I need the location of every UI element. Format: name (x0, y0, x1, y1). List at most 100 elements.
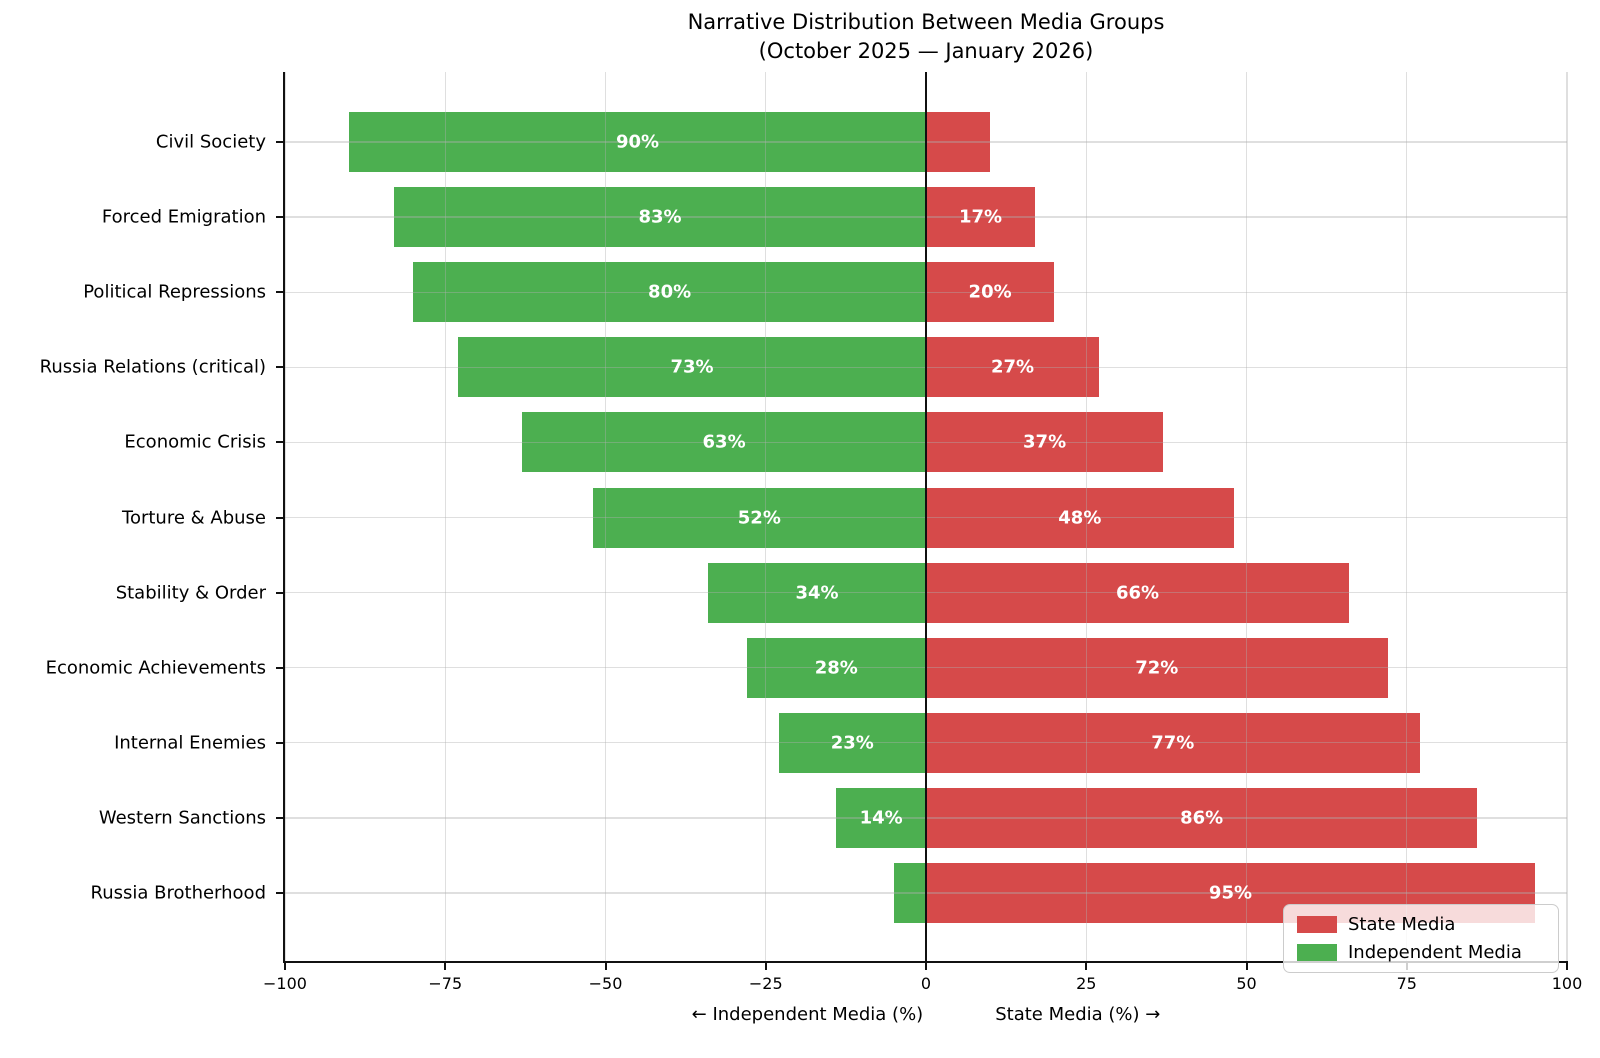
y-axis-category-label: Political Repressions (83, 281, 266, 303)
bar-state-media (926, 637, 1388, 698)
chart-title-line2: (October 2025 — January 2026) (758, 39, 1094, 63)
chart-title: Narrative Distribution Between Media Gro… (285, 8, 1567, 66)
legend-entry-state-media: State Media (1297, 914, 1545, 935)
bar-independent-media (592, 487, 926, 548)
independent-media-swatch-icon (1297, 944, 1337, 961)
x-axis-tick (604, 963, 607, 970)
independent-bar-value-label: 23% (830, 732, 874, 754)
bar-independent-media (458, 337, 926, 398)
vertical-gridline (444, 72, 446, 963)
bar-state-media (926, 412, 1164, 473)
independent-bar-value-label: 63% (702, 431, 746, 453)
y-axis-tick (276, 516, 284, 519)
independent-bar-value-label: 90% (616, 131, 660, 153)
bar-independent-media (778, 712, 926, 773)
state-bar-value-label: 17% (958, 206, 1003, 228)
independent-bar-value-label: 80% (648, 281, 692, 303)
y-axis-category-label: Stability & Order (115, 582, 266, 604)
x-axis-tick-label: 100 (1551, 974, 1583, 993)
y-axis-category-label: Russia Brotherhood (90, 882, 266, 904)
bar-state-media (926, 487, 1234, 548)
y-axis-tick (276, 741, 284, 744)
state-bar-value-label: 77% (1151, 732, 1195, 754)
vertical-gridline (1085, 72, 1087, 963)
independent-bar-value-label: 14% (859, 807, 903, 829)
independent-bar-value-label: 28% (814, 657, 858, 679)
x-axis-tick-label: −25 (748, 974, 783, 993)
y-axis-spine (283, 72, 285, 963)
x-axis-tick (1566, 963, 1568, 970)
y-axis-category-label: Civil Society (155, 131, 266, 153)
vertical-gridline (1566, 72, 1568, 963)
zero-baseline (924, 72, 928, 963)
x-axis-tick-label: 0 (920, 974, 932, 993)
bar-independent-media (393, 187, 926, 248)
bars-layer (285, 72, 1567, 963)
y-axis-tick (276, 366, 284, 369)
x-axis-label-state: State Media (%) → (995, 1004, 1161, 1025)
state-bar-value-label: 95% (1208, 882, 1253, 904)
x-axis-label-independent: ← Independent Media (%) (691, 1004, 924, 1025)
bar-independent-media (522, 412, 926, 473)
bar-independent-media (746, 637, 926, 698)
state-media-swatch-icon (1297, 916, 1337, 933)
vertical-gridline (284, 72, 286, 963)
y-axis-tick (276, 591, 284, 594)
bar-state-media (926, 187, 1035, 248)
x-axis-tick-label: −100 (263, 974, 307, 993)
independent-bar-value-label: 83% (638, 206, 682, 228)
y-axis-category-label: Torture & Abuse (122, 507, 266, 528)
x-axis-tick (1245, 963, 1248, 970)
state-bar-value-label: 72% (1135, 657, 1179, 679)
x-axis-tick-label: −75 (428, 974, 463, 993)
plot-area: 90% 83% 17% 80% 20% 73% 27% 63% 37% 52% 48% 34% 66% 2… (284, 72, 1568, 963)
y-axis-tick (276, 141, 284, 143)
y-axis-tick (276, 892, 284, 894)
y-axis-tick (276, 441, 284, 444)
bar-independent-media (836, 787, 926, 848)
vertical-gridline (765, 72, 767, 963)
state-bar-value-label: 66% (1115, 582, 1160, 604)
x-axis-tick-label: 75 (1396, 974, 1417, 993)
x-axis-spine (283, 961, 1568, 963)
independent-bar-value-label: 34% (795, 582, 839, 604)
x-axis-tick-label: −50 (588, 974, 623, 993)
bar-state-media (926, 562, 1350, 623)
y-axis-category-label: Russia Relations (critical) (39, 356, 266, 378)
x-axis-tick-label: 50 (1236, 974, 1257, 993)
state-bar-value-label: 27% (990, 356, 1035, 378)
state-bar-value-label: 37% (1023, 431, 1067, 453)
bar-state-media (926, 337, 1100, 398)
legend: State Media Independent Media (1283, 904, 1559, 973)
legend-label-state-media: State Media (1348, 914, 1456, 935)
y-axis-category-label: Forced Emigration (101, 206, 266, 228)
x-axis-tick (764, 963, 767, 970)
vertical-gridline (1406, 72, 1408, 963)
bar-labels-layer: 90% 83% 17% 80% 20% 73% 27% 63% 37% 52% 48% 34% 66% 2… (285, 72, 1567, 963)
vertical-gridline (604, 72, 607, 963)
bar-independent-media (893, 863, 926, 923)
y-axis-tick (276, 816, 284, 819)
bar-state-media (926, 787, 1478, 848)
bar-independent-media (413, 262, 926, 323)
bar-independent-media (349, 112, 926, 172)
y-axis-category-label: Internal Enemies (114, 732, 266, 754)
state-bar-value-label: 20% (968, 281, 1012, 303)
y-axis-tick (276, 291, 284, 294)
y-axis-category-label: Economic Achievements (45, 657, 266, 679)
legend-label-independent-media: Independent Media (1348, 942, 1522, 963)
independent-bar-value-label: 52% (737, 507, 781, 528)
chart-title-line1: Narrative Distribution Between Media Gro… (687, 10, 1165, 34)
x-axis-tick (925, 963, 927, 970)
legend-entry-independent-media: Independent Media (1297, 942, 1545, 963)
y-axis-tick (276, 666, 284, 669)
vertical-gridline (1245, 72, 1248, 963)
bar-state-media (926, 712, 1420, 773)
x-axis-tick-label: 25 (1076, 974, 1097, 993)
x-axis-tick (284, 963, 286, 970)
bar-state-media (926, 262, 1055, 323)
y-axis-category-label: Western Sanctions (98, 807, 266, 829)
y-axis-tick (276, 216, 284, 219)
y-axis-category-label: Economic Crisis (124, 431, 266, 453)
